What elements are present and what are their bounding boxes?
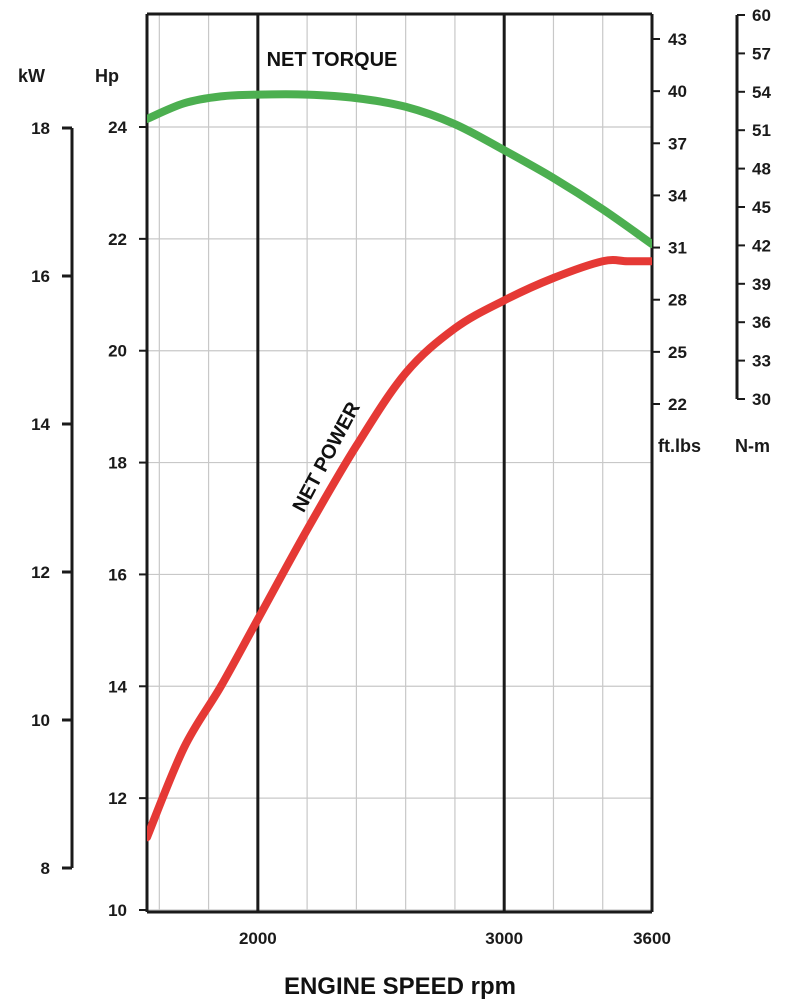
nm-axis-unit: N-m [735, 436, 770, 456]
kw-axis-unit: kW [18, 66, 45, 86]
nm-tick-label: 30 [752, 390, 771, 409]
hp-tick-label: 10 [108, 901, 127, 920]
net-torque-curve [147, 90, 652, 249]
ftlbs-tick-label: 22 [668, 395, 687, 414]
x-tick-label: 3000 [485, 929, 523, 948]
kw-tick-label: 8 [41, 859, 50, 878]
ftlbs-tick-label: 43 [668, 30, 687, 49]
x-tick-label: 2000 [239, 929, 277, 948]
kw-tick-label: 16 [31, 267, 50, 286]
hp-tick-label: 18 [108, 454, 127, 473]
nm-tick-label: 39 [752, 275, 771, 294]
hp-tick-label: 16 [108, 565, 127, 584]
hp-tick-label: 24 [108, 118, 127, 137]
ftlbs-tick-label: 34 [668, 186, 687, 205]
ftlbs-tick-label: 28 [668, 291, 687, 310]
ftlbs-tick-label: 37 [668, 134, 687, 153]
kw-tick-label: 14 [31, 415, 50, 434]
nm-tick-label: 45 [752, 198, 771, 217]
hp-axis-unit: Hp [95, 66, 119, 86]
nm-tick-label: 51 [752, 121, 771, 140]
nm-tick-label: 36 [752, 313, 771, 332]
hp-tick-label: 20 [108, 342, 127, 361]
nm-tick-label: 33 [752, 352, 771, 371]
x-axis-title: ENGINE SPEED rpm [284, 973, 516, 1000]
nm-tick-label: 54 [752, 83, 771, 102]
kw-tick-label: 10 [31, 711, 50, 730]
ftlbs-axis-unit: ft.lbs [658, 436, 701, 456]
kw-tick-label: 12 [31, 563, 50, 582]
net-power-curve [147, 256, 652, 842]
x-tick-label: 3600 [633, 929, 671, 948]
ftlbs-tick-label: 31 [668, 239, 687, 258]
nm-tick-label: 60 [752, 6, 771, 25]
nm-tick-label: 42 [752, 236, 771, 255]
hp-tick-label: 12 [108, 789, 127, 808]
nm-tick-label: 57 [752, 44, 771, 63]
hp-tick-label: 14 [108, 677, 127, 696]
hp-tick-label: 22 [108, 230, 127, 249]
kw-tick-label: 18 [31, 119, 50, 138]
nm-tick-label: 48 [752, 160, 771, 179]
ftlbs-tick-label: 40 [668, 82, 687, 101]
ftlbs-tick-label: 25 [668, 343, 687, 362]
net-torque-label: NET TORQUE [267, 49, 398, 71]
